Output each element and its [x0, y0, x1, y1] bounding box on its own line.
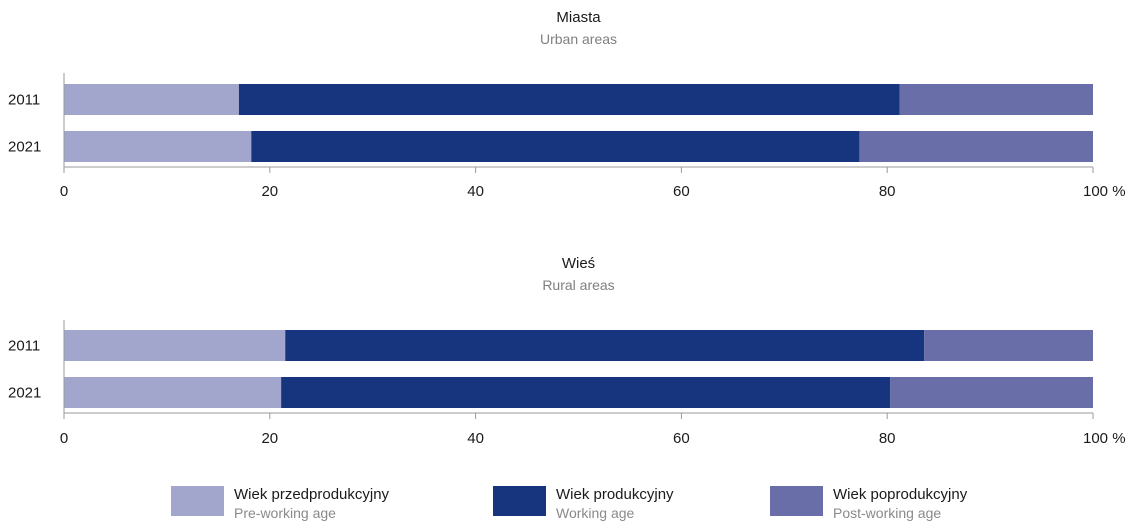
- chart-2-x-tick-label: 20: [261, 430, 278, 447]
- chart-1-x-tick-label: 20: [261, 183, 278, 200]
- chart-2-x-tick-label: 0: [60, 430, 68, 447]
- chart-1-bar-2011-series-3: [899, 84, 1093, 115]
- chart-1-bar-2011-series-1: [64, 84, 239, 115]
- chart-1-x-tick-label: 0: [60, 183, 68, 200]
- chart-1-bar-2011-series-2: [238, 84, 900, 115]
- legend-swatch-working: [493, 486, 546, 516]
- chart-2-category-label: 2011: [8, 338, 40, 355]
- legend-swatch-post-working: [770, 486, 823, 516]
- chart-2-bar-2021-series-2: [281, 377, 891, 408]
- legend-sublabel-pre-working: Pre-working age: [234, 505, 336, 521]
- chart-1-x-tick-label: 40: [467, 183, 484, 200]
- chart-2-bar-2011-series-1: [64, 330, 286, 361]
- chart-2-title: Wieś: [562, 255, 595, 272]
- chart-1-bar-2021-series-1: [64, 131, 252, 162]
- legend-label-post-working: Wiek poprodukcyjny: [833, 486, 968, 503]
- chart-2-bar-2011-series-2: [285, 330, 925, 361]
- legend: Wiek przedprodukcyjny Pre-working age Wi…: [0, 486, 1135, 526]
- chart-2-bar-2021-series-3: [890, 377, 1093, 408]
- chart-canvas: Miasta Urban areas 2011 2021 0 20 40 60 80 100 % W…: [8, 9, 1126, 447]
- chart-2-bar-2011-series-3: [924, 330, 1093, 361]
- chart-1-category-label: 2021: [8, 139, 41, 156]
- chart-1-x-tick-label: 80: [879, 183, 896, 200]
- chart-1-x-tick-label: 100 %: [1083, 183, 1126, 200]
- legend-label-pre-working: Wiek przedprodukcyjny: [234, 486, 390, 503]
- chart-2-category-label: 2021: [8, 385, 41, 402]
- chart-2-x-tick-label: 60: [673, 430, 690, 447]
- legend-item-working: Wiek produkcyjny Working age: [493, 486, 733, 526]
- chart-2-x-tick-label: 80: [879, 430, 896, 447]
- legend-sublabel-working: Working age: [556, 505, 635, 521]
- chart-1-title: Miasta: [556, 9, 601, 26]
- chart-1-subtitle: Urban areas: [540, 31, 617, 47]
- legend-sublabel-post-working: Post-working age: [833, 505, 942, 521]
- chart-2-x-tick-label: 100 %: [1083, 430, 1126, 447]
- legend-item-pre-working: Wiek przedprodukcyjny Pre-working age: [171, 486, 411, 526]
- legend-swatch-pre-working: [171, 486, 224, 516]
- chart-2-bar-2021-series-1: [64, 377, 282, 408]
- chart-1-bar-2021-series-2: [251, 131, 860, 162]
- chart-1-bar-2021-series-3: [859, 131, 1093, 162]
- chart-1-category-label: 2011: [8, 92, 40, 109]
- legend-label-working: Wiek produkcyjny: [556, 486, 674, 503]
- chart-2-subtitle: Rural areas: [542, 277, 614, 293]
- chart-2-x-tick-label: 40: [467, 430, 484, 447]
- legend-item-post-working: Wiek poprodukcyjny Post-working age: [770, 486, 1030, 526]
- chart-1-x-tick-label: 60: [673, 183, 690, 200]
